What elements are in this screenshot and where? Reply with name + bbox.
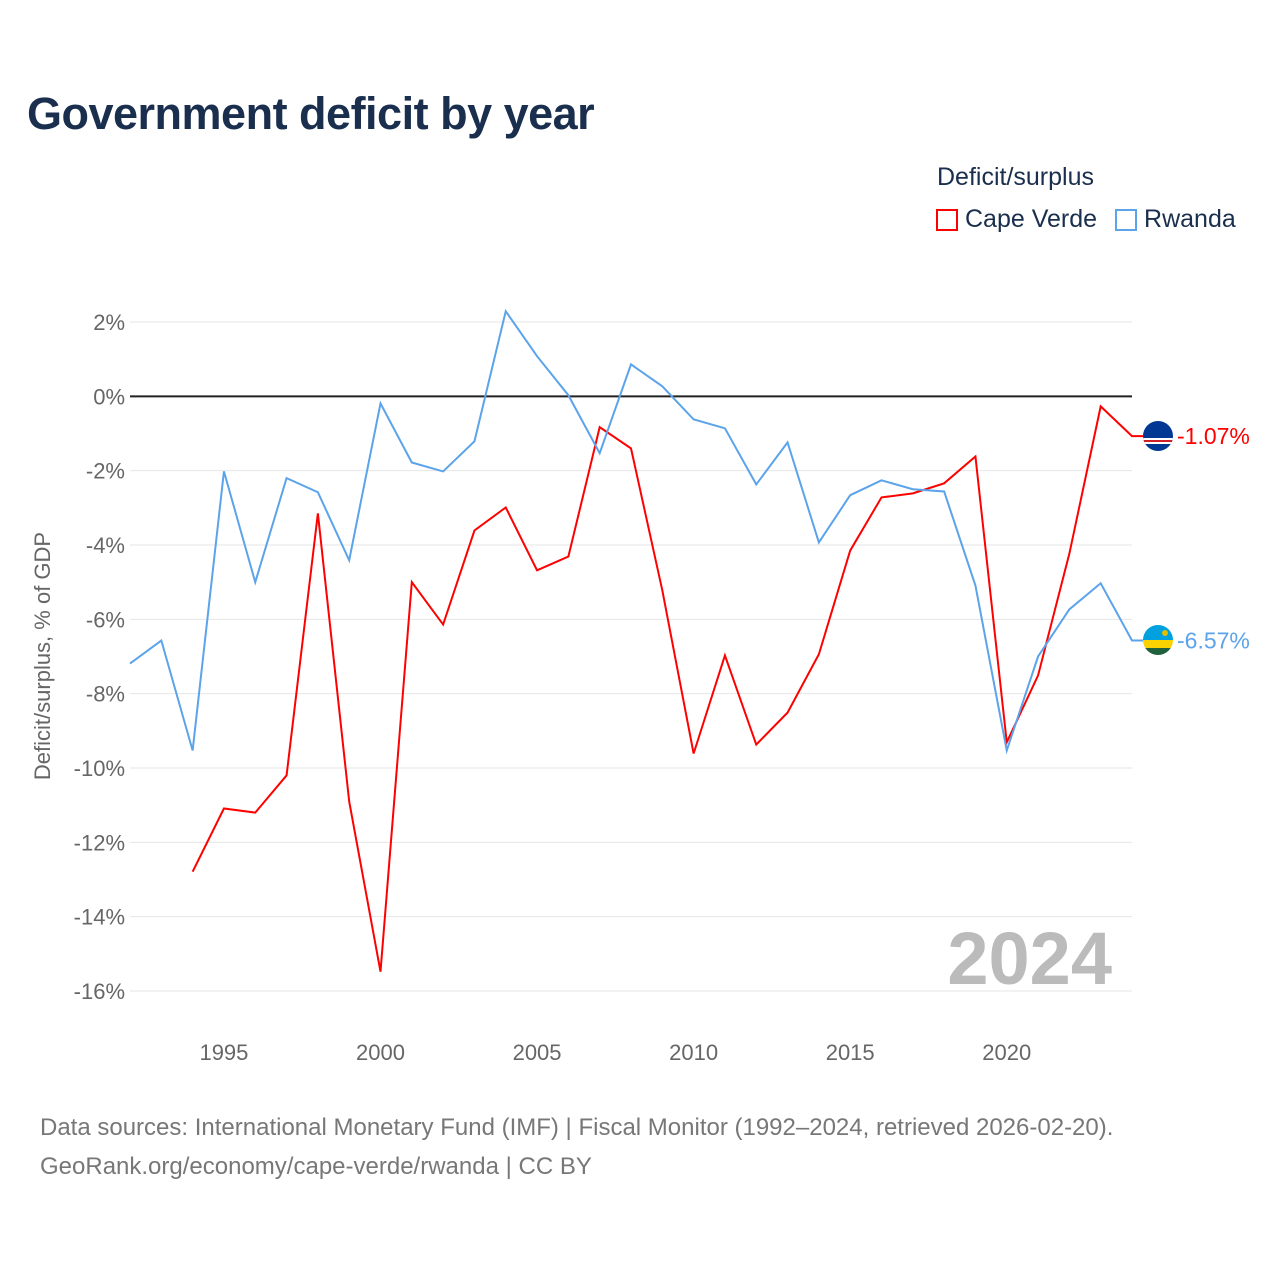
footer: Data sources: International Monetary Fun… [40, 1108, 1113, 1186]
year-watermark: 2024 [947, 917, 1112, 1000]
series-line-rwanda [129, 308, 1143, 755]
data-source-text: Data sources: International Monetary Fun… [40, 1114, 1114, 1141]
legend-item-cape-verde[interactable]: Cape Verde [936, 205, 1097, 234]
legend-swatch-rwanda [1115, 208, 1138, 231]
y-tick-label: 2% [93, 310, 125, 335]
legend: Cape Verde Rwanda [936, 205, 1236, 234]
y-tick-label: -14% [74, 905, 125, 930]
end-value-label: -1.07% [1177, 423, 1250, 449]
y-tick-label: -16% [74, 979, 125, 1004]
legend-label: Cape Verde [965, 205, 1098, 233]
cape-verde-flag-icon [1143, 421, 1173, 451]
legend-label: Rwanda [1144, 205, 1236, 233]
x-tick-label: 2000 [356, 1040, 405, 1065]
y-tick-label: -10% [74, 756, 125, 781]
y-tick-label: -4% [86, 533, 125, 558]
legend-title: Deficit/surplus [937, 163, 1094, 191]
legend-swatch-cape-verde [936, 208, 958, 231]
x-tick-label: 1995 [199, 1040, 248, 1065]
legend-item-rwanda[interactable]: Rwanda [1115, 205, 1236, 234]
x-tick-label: 2010 [669, 1040, 718, 1065]
chart-title: Government deficit by year [27, 88, 595, 139]
y-tick-label: 0% [93, 384, 125, 409]
y-tick-label: -12% [74, 830, 125, 855]
rwanda-flag-icon [1143, 625, 1173, 655]
series-line-cape-verde [191, 404, 1143, 972]
attribution-link[interactable]: GeoRank.org/economy/cape-verde/rwanda | … [40, 1153, 592, 1180]
y-axis-label: Deficit/surplus, % of GDP [30, 532, 55, 780]
x-tick-label: 2020 [982, 1040, 1031, 1065]
end-value-label: -6.57% [1177, 628, 1250, 654]
x-tick-label: 2005 [513, 1040, 562, 1065]
y-tick-label: -8% [86, 682, 125, 707]
y-tick-label: -2% [86, 459, 125, 484]
y-tick-label: -6% [86, 607, 125, 632]
x-tick-label: 2015 [826, 1040, 875, 1065]
